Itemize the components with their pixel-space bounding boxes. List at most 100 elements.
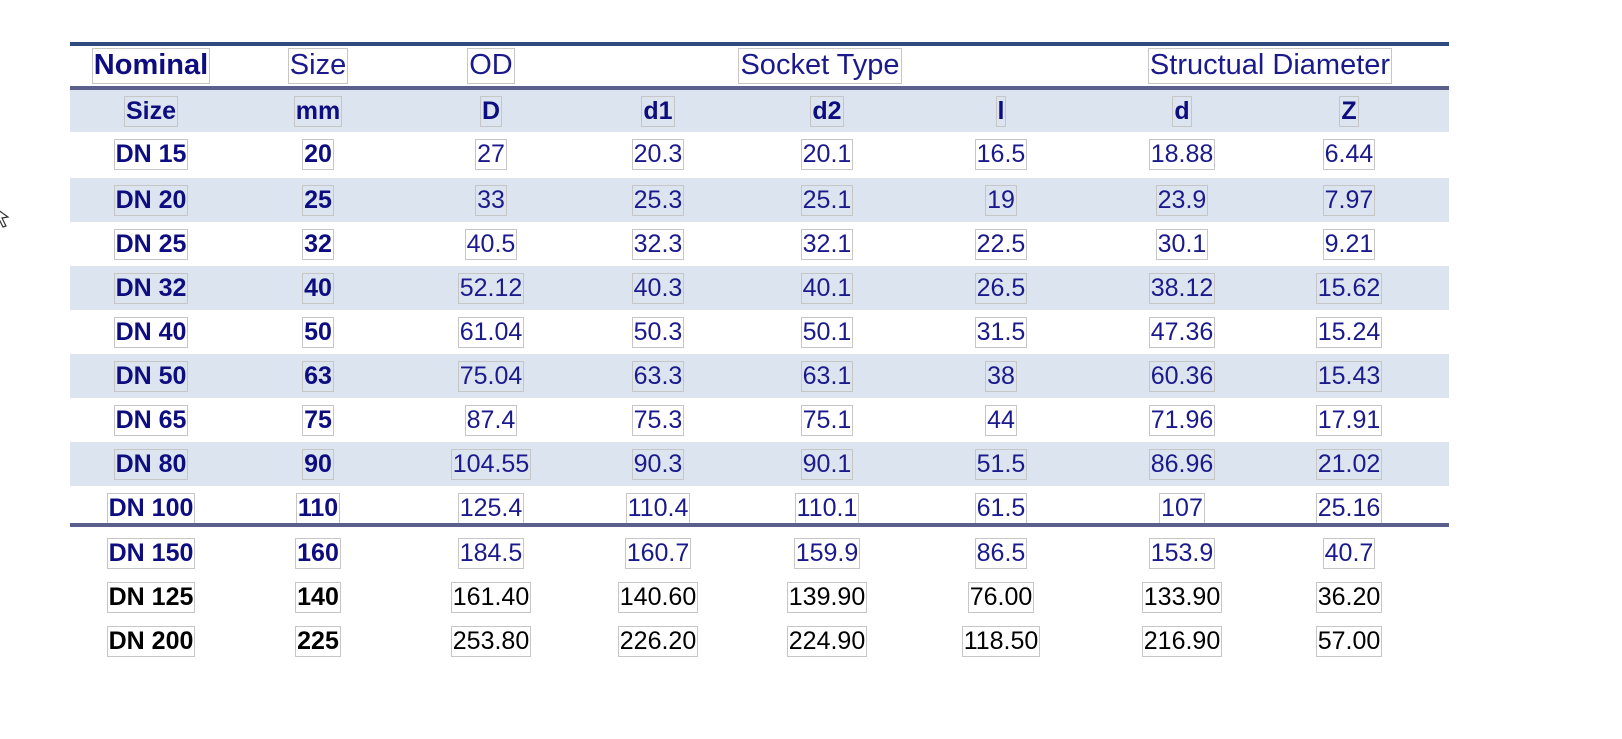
cell-z: 40.7 bbox=[1322, 537, 1376, 569]
cell-d1: 50.3 bbox=[631, 316, 685, 348]
table-top-rule bbox=[70, 42, 1449, 46]
cell-d: 23.9 bbox=[1155, 184, 1209, 216]
cell-nominal: DN 150 bbox=[106, 537, 196, 569]
cell-nominal: DN 80 bbox=[113, 448, 189, 480]
cell-d1: 90.3 bbox=[631, 448, 685, 480]
cell-d2: 224.90 bbox=[786, 625, 868, 657]
cell-od: 161.40 bbox=[450, 581, 532, 613]
cell-d1: 25.3 bbox=[631, 184, 685, 216]
cell-od: 104.55 bbox=[450, 448, 532, 480]
cell-d: 71.96 bbox=[1148, 404, 1216, 436]
cell-od: 33 bbox=[475, 184, 507, 216]
cell-od: 40.5 bbox=[464, 228, 518, 260]
cell-d2: 40.1 bbox=[800, 272, 854, 304]
cell-d: 38.12 bbox=[1148, 272, 1216, 304]
cell-z: 36.20 bbox=[1315, 581, 1383, 613]
cell-l: 19 bbox=[985, 184, 1017, 216]
cell-d: 153.9 bbox=[1148, 537, 1216, 569]
cell-size-mm: 50 bbox=[302, 316, 334, 348]
table-row: DN 32 40 52.12 40.3 40.1 26.5 38.12 15.62 bbox=[70, 266, 1449, 310]
cell-size-mm: 160 bbox=[295, 537, 341, 569]
cell-l: 118.50 bbox=[961, 625, 1041, 657]
subheader-d1: d1 bbox=[641, 95, 675, 127]
cell-d1: 226.20 bbox=[617, 625, 699, 657]
cell-d2: 20.1 bbox=[800, 138, 854, 170]
header-socket-type: Socket Type bbox=[570, 46, 1070, 86]
cell-size-mm: 90 bbox=[302, 448, 334, 480]
subheader-l: l bbox=[995, 95, 1007, 127]
cell-od: 75.04 bbox=[457, 360, 525, 392]
cell-od: 27 bbox=[475, 138, 507, 170]
cell-d: 133.90 bbox=[1141, 581, 1223, 613]
header-nominal: Nominal bbox=[70, 46, 232, 86]
cell-d2: 50.1 bbox=[800, 316, 854, 348]
cell-l: 31.5 bbox=[974, 316, 1028, 348]
cell-d: 47.36 bbox=[1148, 316, 1216, 348]
cell-size-mm: 110 bbox=[295, 492, 341, 524]
cell-l: 22.5 bbox=[974, 228, 1028, 260]
cell-d: 30.1 bbox=[1155, 228, 1209, 260]
cell-od: 87.4 bbox=[464, 404, 518, 436]
cell-d2: 139.90 bbox=[786, 581, 868, 613]
cell-nominal: DN 200 bbox=[106, 625, 196, 657]
cell-d2: 90.1 bbox=[800, 448, 854, 480]
table-row: DN 65 75 87.4 75.3 75.1 44 71.96 17.91 bbox=[70, 398, 1449, 442]
cell-l: 38 bbox=[985, 360, 1017, 392]
cell-l: 86.5 bbox=[974, 537, 1028, 569]
cell-d1: 63.3 bbox=[631, 360, 685, 392]
cell-l: 51.5 bbox=[974, 448, 1028, 480]
cell-l: 26.5 bbox=[974, 272, 1028, 304]
table-row: DN 25 32 40.5 32.3 32.1 22.5 30.1 9.21 bbox=[70, 222, 1449, 266]
cell-size-mm: 20 bbox=[302, 138, 334, 170]
subheader-d2: d2 bbox=[810, 95, 844, 127]
cell-l: 16.5 bbox=[974, 138, 1028, 170]
cell-od: 125.4 bbox=[457, 492, 525, 524]
cell-nominal: DN 25 bbox=[113, 228, 189, 260]
cell-d2: 75.1 bbox=[800, 404, 854, 436]
header-structual-diameter: Structual Diameter bbox=[1100, 46, 1440, 86]
cell-nominal: DN 125 bbox=[106, 581, 196, 613]
cell-d2: 32.1 bbox=[800, 228, 854, 260]
cell-size-mm: 25 bbox=[302, 184, 334, 216]
cell-d1: 75.3 bbox=[631, 404, 685, 436]
cell-nominal: DN 20 bbox=[113, 184, 189, 216]
subheader-mm: mm bbox=[293, 95, 343, 127]
header-od: OD bbox=[435, 46, 547, 86]
cell-d2: 63.1 bbox=[800, 360, 854, 392]
cell-d1: 20.3 bbox=[631, 138, 685, 170]
cell-od: 253.80 bbox=[450, 625, 532, 657]
header-size: Size bbox=[262, 46, 374, 86]
subheader-Z: Z bbox=[1339, 95, 1359, 127]
table-row: DN 20 25 33 25.3 25.1 19 23.9 7.97 bbox=[70, 178, 1449, 222]
cell-nominal: DN 40 bbox=[113, 316, 189, 348]
cell-od: 52.12 bbox=[457, 272, 525, 304]
cell-l: 44 bbox=[985, 404, 1017, 436]
cell-d2: 25.1 bbox=[800, 184, 854, 216]
cell-z: 7.97 bbox=[1322, 184, 1376, 216]
table-row-extra: DN 125 140 161.40 140.60 139.90 76.00 133.90 36… bbox=[70, 575, 1449, 619]
move-cursor-icon bbox=[0, 210, 10, 228]
header-row-2: Size mm D d1 d2 l d Z bbox=[70, 90, 1449, 132]
cell-size-mm: 75 bbox=[302, 404, 334, 436]
cell-d: 60.36 bbox=[1148, 360, 1216, 392]
cell-d: 216.90 bbox=[1141, 625, 1223, 657]
section-divider bbox=[70, 523, 1449, 527]
table-row: DN 50 63 75.04 63.3 63.1 38 60.36 15.43 bbox=[70, 354, 1449, 398]
cell-size-mm: 140 bbox=[295, 581, 341, 613]
cell-z: 21.02 bbox=[1315, 448, 1383, 480]
cell-d1: 160.7 bbox=[624, 537, 692, 569]
cell-d2: 159.9 bbox=[793, 537, 861, 569]
table-row-extra: DN 150 160 184.5 160.7 159.9 86.5 153.9 40.7 bbox=[70, 531, 1449, 575]
cell-d1: 32.3 bbox=[631, 228, 685, 260]
header-divider bbox=[70, 86, 1449, 90]
table-row-extra: DN 200 225 253.80 226.20 224.90 118.50 216.90 5… bbox=[70, 619, 1449, 663]
cell-d1: 40.3 bbox=[631, 272, 685, 304]
cell-size-mm: 32 bbox=[302, 228, 334, 260]
cell-d1: 110.4 bbox=[625, 492, 691, 524]
subheader-D: D bbox=[479, 95, 503, 127]
table-row: DN 100 110 125.4 110.4 110.1 61.5 107 25.16 bbox=[70, 486, 1449, 530]
cell-z: 15.43 bbox=[1315, 360, 1383, 392]
cell-z: 6.44 bbox=[1322, 138, 1376, 170]
cell-d: 86.96 bbox=[1148, 448, 1216, 480]
subheader-d: d bbox=[1172, 95, 1192, 127]
